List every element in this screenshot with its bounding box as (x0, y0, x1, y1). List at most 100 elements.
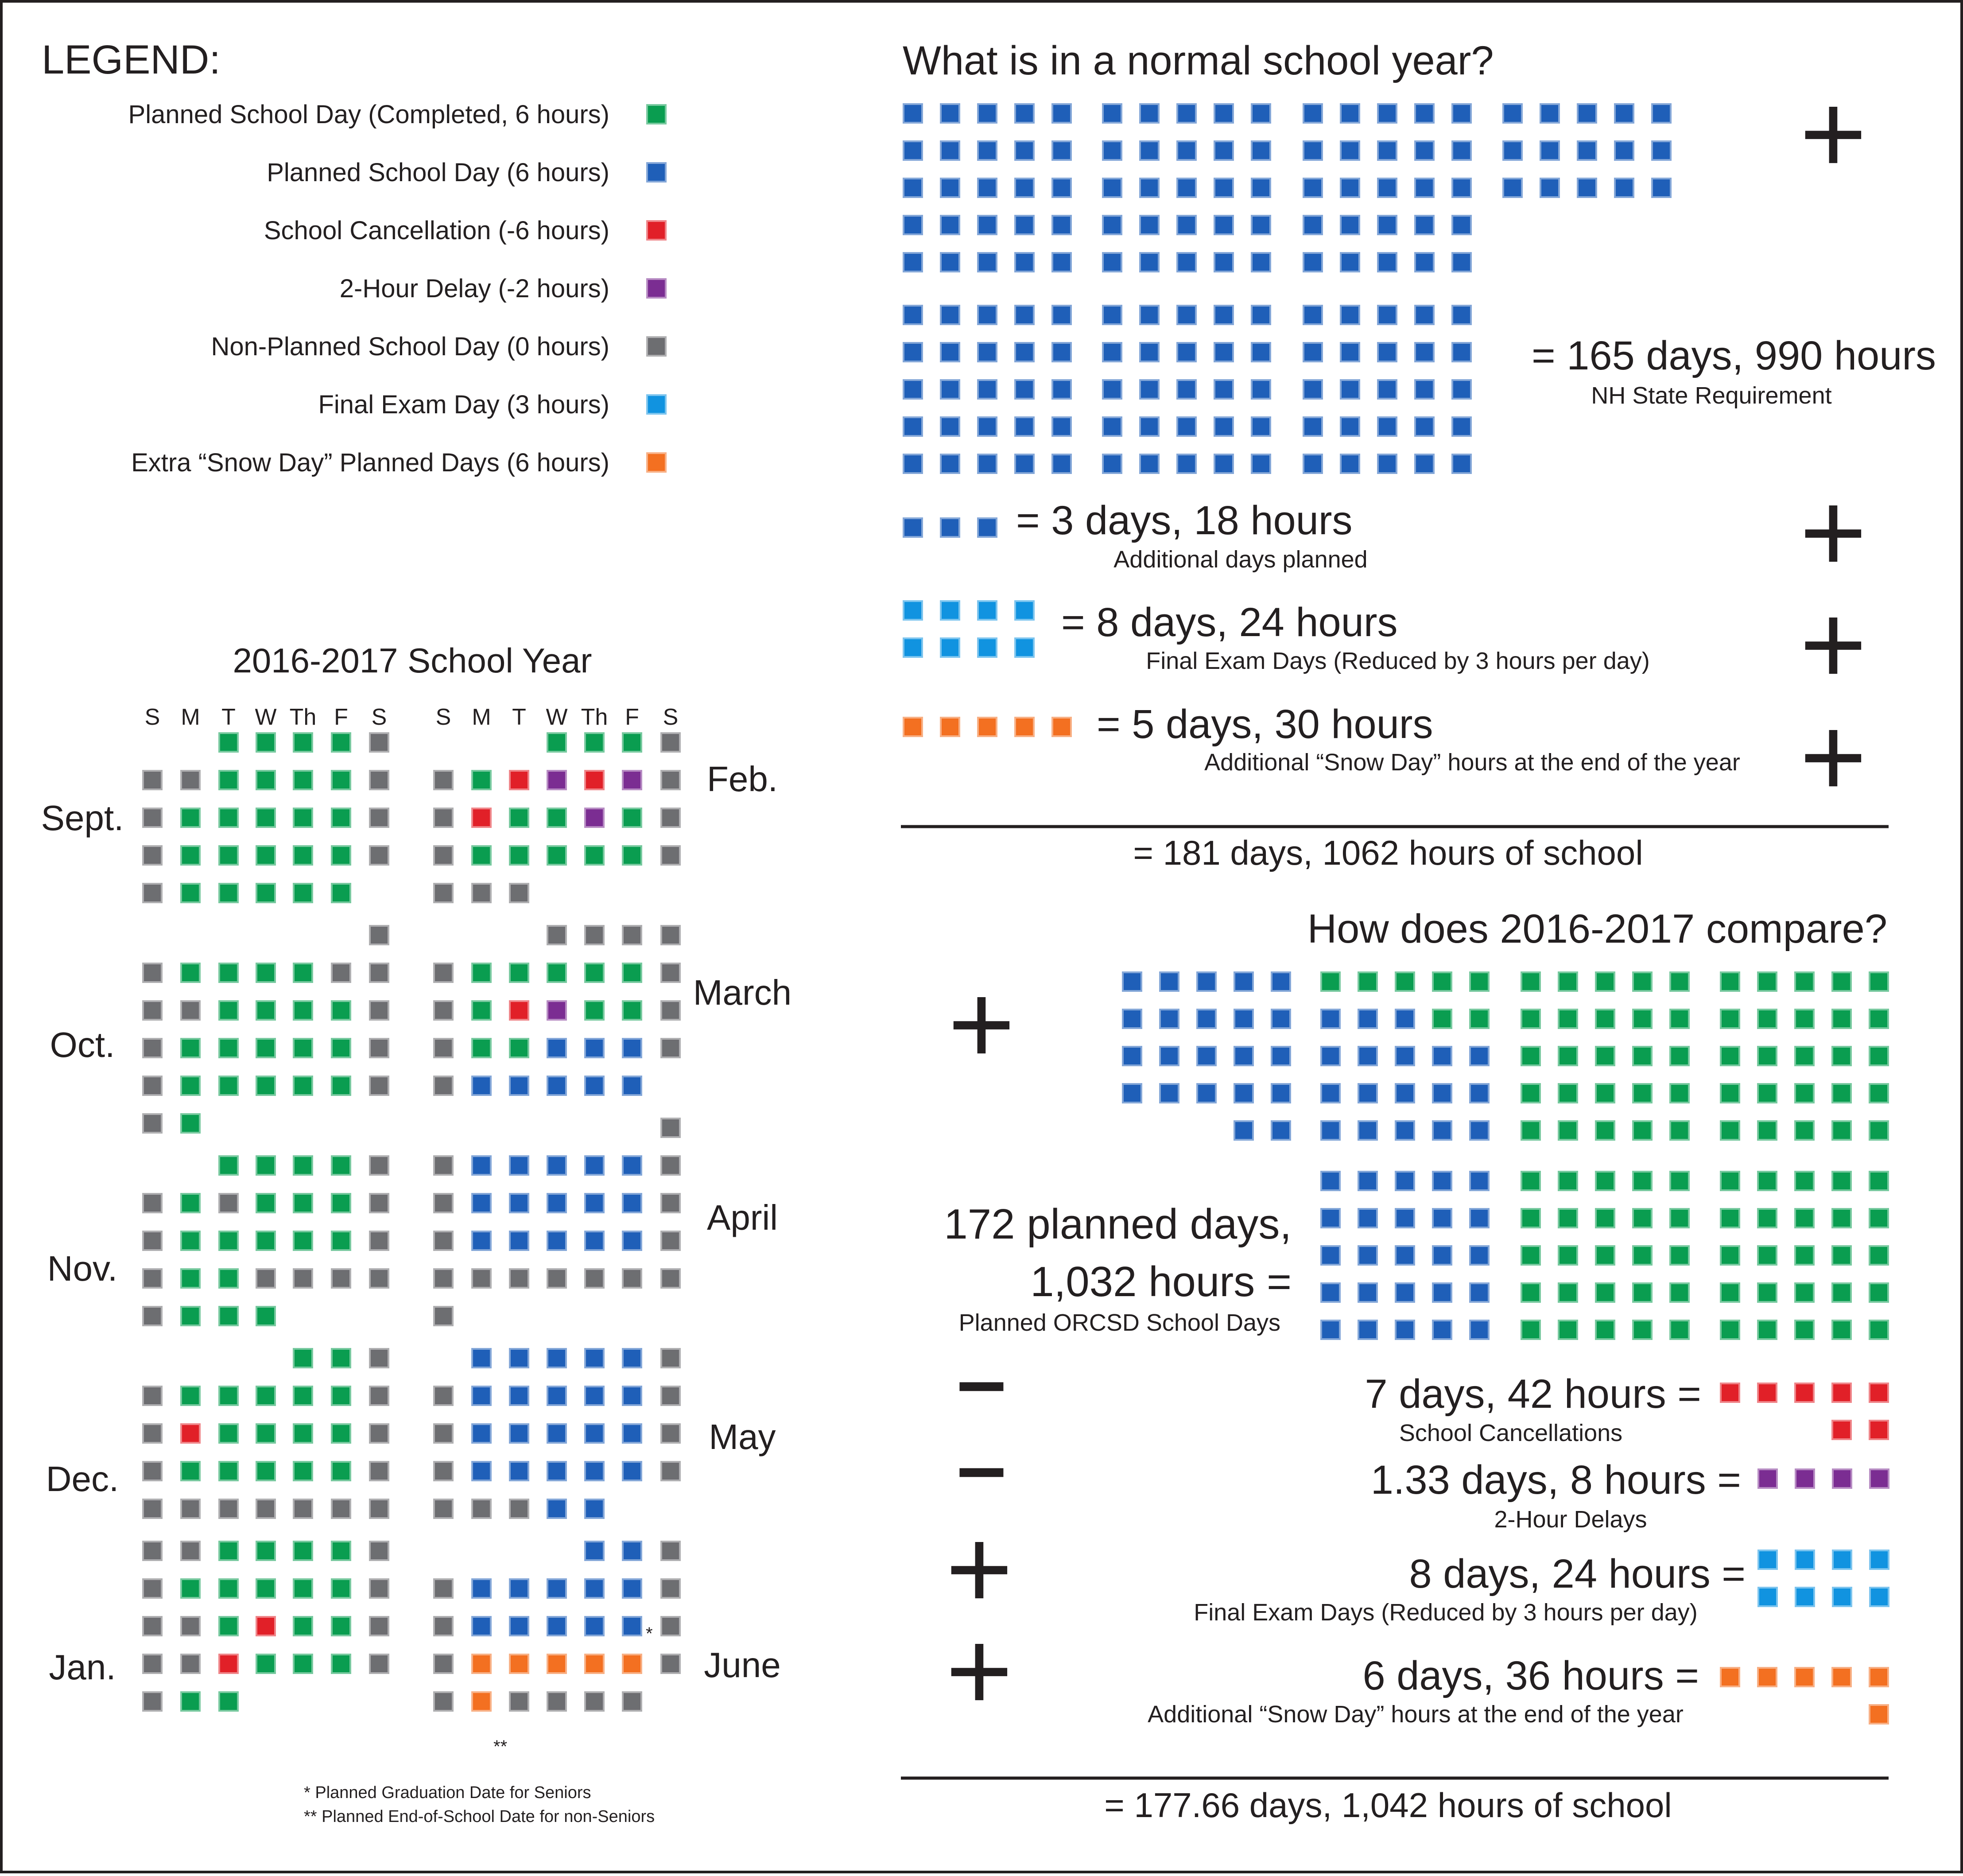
compare-planned-square (1196, 1083, 1217, 1103)
normal-day-square (1340, 305, 1360, 325)
month-jan: Jan. (49, 1541, 389, 1712)
day-header-s-left: S (145, 704, 160, 730)
calendar-day-nonplanned (584, 925, 605, 945)
calendar-day-nonplanned (369, 1541, 389, 1561)
comparison-2016-2017: How does 2016-2017 compare? + 172 planne… (901, 906, 1889, 1825)
compare-completed-square (1669, 1009, 1690, 1029)
normal-day-square (1377, 342, 1397, 362)
month-oct: Oct. (50, 925, 389, 1134)
compare-completed-square (1869, 1320, 1889, 1340)
calendar-day-nonplanned (293, 1499, 313, 1519)
calendar-day-completed (547, 732, 567, 753)
normal-day-square (1176, 178, 1197, 198)
compare-planned-square (1271, 1120, 1291, 1141)
normal-day-square (1251, 454, 1271, 474)
calendar-day-nonplanned (547, 1268, 567, 1289)
month-label: June (704, 1645, 780, 1685)
calendar-day-planned (622, 1231, 642, 1251)
compare-snow-square (1831, 1667, 1852, 1687)
calendar-day-cancel (509, 1000, 529, 1021)
normal-day-square (1251, 342, 1271, 362)
normal-day-square (1540, 103, 1560, 124)
compare-completed-square (1757, 1208, 1777, 1228)
graduation-marker: * (646, 1624, 653, 1643)
compare-completed-square (1632, 971, 1653, 992)
normal-day-square (1414, 342, 1435, 362)
calendar: 2016-2017 School Year S M T W Th F S S M T W Th F S S… (41, 641, 792, 1826)
compare-snow-square (1757, 1667, 1777, 1687)
normal-day-square (1414, 215, 1435, 235)
compare-completed-square (1558, 1171, 1578, 1191)
compare-planned-square (1395, 1320, 1415, 1340)
calendar-day-completed (547, 808, 567, 828)
calendar-day-completed (256, 883, 276, 903)
normal-day-square (1102, 103, 1122, 124)
calendar-day-completed (331, 845, 351, 866)
cancellation-square (1869, 1420, 1889, 1440)
calendar-day-planned (622, 1423, 642, 1444)
calendar-day-nonplanned (180, 1616, 201, 1636)
calendar-day-completed (293, 1231, 313, 1251)
calendar-day-completed (471, 770, 492, 790)
normal-day-square (977, 215, 997, 235)
compare-planned-square (1234, 971, 1254, 992)
normal-day-square (1214, 342, 1234, 362)
normal-day-square (1139, 305, 1160, 325)
calendar-title: 2016-2017 School Year (233, 641, 592, 680)
normal-day-square (1303, 342, 1323, 362)
compare-completed-square (1720, 1009, 1740, 1029)
normal-day-square (1377, 454, 1397, 474)
compare-planned-square (1234, 1046, 1254, 1066)
calendar-day-planned (471, 1461, 492, 1481)
compare-title: How does 2016-2017 compare? (1307, 906, 1887, 952)
calendar-day-nonplanned (218, 1499, 239, 1519)
normal-day-square (940, 342, 960, 362)
normal-day-square (1139, 215, 1160, 235)
compare-completed-square (1595, 1320, 1615, 1340)
compare-completed-square (1794, 1245, 1815, 1266)
calendar-day-nonplanned (471, 1268, 492, 1289)
day-header-t-left: T (221, 704, 236, 730)
calendar-day-completed (622, 1000, 642, 1021)
compare-completed-square (1558, 1120, 1578, 1141)
compare-completed-square (1794, 1083, 1815, 1103)
compare-planned-square (1358, 1245, 1378, 1266)
compare-completed-square (1595, 1009, 1615, 1029)
compare-completed-square (1669, 1120, 1690, 1141)
calendar-day-nonplanned (433, 1654, 454, 1674)
compare-completed-square (1757, 971, 1777, 992)
normal-day-square (1214, 454, 1234, 474)
normal-day-square (903, 454, 923, 474)
calendar-day-nonplanned (142, 883, 163, 903)
calendar-day-nonplanned (256, 1499, 276, 1519)
compare-minus-operator-2: – (957, 1417, 1006, 1515)
calendar-day-nonplanned (433, 1193, 454, 1213)
calendar-day-completed (256, 1578, 276, 1599)
compare-day-square (1469, 1120, 1490, 1141)
calendar-day-planned (471, 1155, 492, 1176)
calendar-day-nonplanned (433, 808, 454, 828)
month-april: April (433, 1118, 778, 1326)
normal-day-square (1102, 342, 1122, 362)
normal-exam-square (1014, 600, 1035, 621)
legend-label-snow: Extra “Snow Day” Planned Days (6 hours) (131, 448, 609, 477)
compare-completed-square (1869, 1120, 1889, 1141)
compare-completed-square (1831, 1009, 1852, 1029)
calendar-day-completed (471, 1038, 492, 1058)
calendar-day-nonplanned (660, 1193, 681, 1213)
compare-completed-square (1794, 1171, 1815, 1191)
calendar-day-nonplanned (142, 1268, 163, 1289)
calendar-day-completed (180, 1193, 201, 1213)
normal-day-square (977, 305, 997, 325)
compare-planned-square (1122, 1046, 1142, 1066)
calendar-day-nonplanned (660, 1000, 681, 1021)
day-header-f-right: F (625, 704, 639, 730)
normal-snow-square (977, 717, 997, 737)
normal-day-square (1102, 379, 1122, 400)
calendar-day-planned (509, 1578, 529, 1599)
compare-completed-square (1720, 1083, 1740, 1103)
day-header-th-left: Th (290, 704, 317, 730)
normal-day-square (977, 379, 997, 400)
normal-day-square (1414, 103, 1435, 124)
calendar-day-nonplanned (142, 845, 163, 866)
